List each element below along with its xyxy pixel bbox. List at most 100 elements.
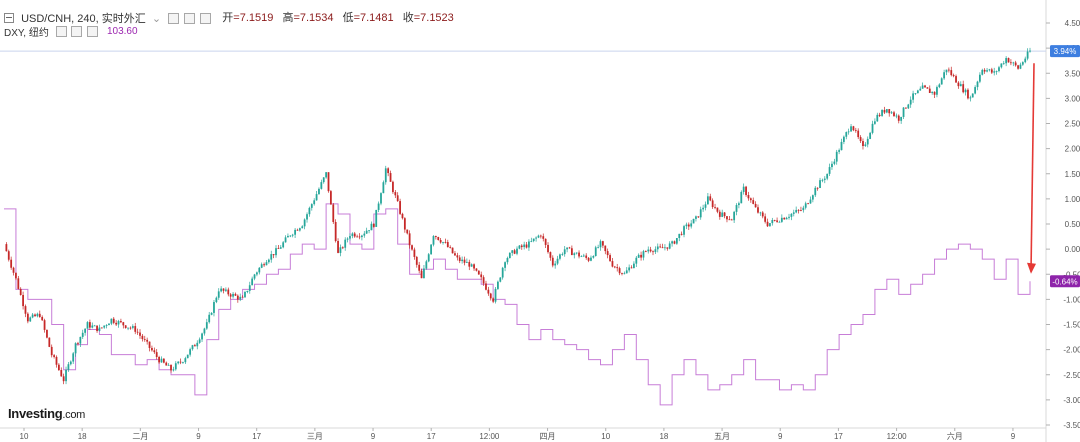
candle-body	[258, 267, 261, 273]
candle-body	[308, 207, 311, 215]
x-axis[interactable]: 10 18 二月 9 17 三月 9 17 12:00 四月 10 18 五月 9 17 12:00 六月 9	[20, 428, 1016, 441]
candle-body	[401, 213, 404, 219]
arrow-annotation	[1030, 63, 1035, 272]
candle	[489, 292, 492, 301]
candle	[637, 253, 640, 258]
candle-body	[554, 263, 557, 266]
candle-body	[971, 93, 974, 98]
candle-body	[475, 268, 478, 271]
candle	[141, 334, 144, 342]
collapse-icon[interactable]	[4, 13, 14, 24]
chevron-down-icon[interactable]: ⌄	[151, 12, 162, 25]
candle-body	[604, 245, 607, 252]
candle	[866, 136, 869, 148]
candle	[368, 230, 370, 234]
candle-body	[492, 298, 495, 302]
candle	[835, 149, 838, 165]
candle	[926, 87, 929, 89]
candle-body	[430, 244, 433, 255]
candle-body	[165, 362, 168, 366]
candle	[885, 109, 888, 114]
candle	[131, 324, 134, 330]
candle-body	[897, 115, 900, 121]
ohlc-close-label: 收	[402, 12, 414, 24]
y-tick-label: -3.00%	[1063, 396, 1080, 405]
candle	[928, 85, 931, 94]
candle	[761, 211, 764, 219]
candle	[621, 272, 623, 276]
candle-body	[349, 236, 351, 239]
candle-body	[289, 235, 292, 237]
candle	[155, 349, 158, 360]
candle	[272, 254, 275, 259]
candle	[284, 235, 287, 243]
candle	[692, 218, 695, 224]
candle	[675, 237, 678, 245]
candle	[79, 336, 82, 348]
legend-dxy[interactable]: DXY, 纽约 103.60	[4, 24, 138, 39]
candle	[122, 321, 125, 329]
candle-body	[800, 210, 802, 211]
candle	[313, 198, 316, 206]
candle-body	[823, 178, 826, 180]
candle	[764, 213, 767, 224]
candle-body	[160, 358, 163, 363]
candle	[375, 209, 378, 227]
candle	[413, 247, 416, 260]
candle-body	[43, 320, 46, 330]
candle-body	[706, 196, 709, 205]
candle-body	[802, 207, 805, 211]
candle-body	[55, 356, 58, 365]
close-icon[interactable]	[200, 12, 212, 24]
candle-body	[644, 251, 647, 252]
candle	[473, 263, 475, 271]
candle-body	[924, 85, 926, 88]
legend-usdcnh[interactable]: USD/CNH, 240, 实时外汇 ⌄ 开=7.1519 高=7.1534 低…	[4, 9, 454, 26]
candle-body	[788, 216, 790, 218]
candle	[883, 106, 886, 115]
candle-body	[193, 345, 196, 347]
candle	[721, 209, 724, 218]
candle-body	[642, 251, 645, 258]
candle-body	[563, 249, 566, 255]
settings-icon[interactable]	[184, 12, 196, 24]
candle	[334, 219, 337, 243]
candle	[46, 329, 48, 339]
candle	[702, 204, 705, 212]
candle-body	[275, 248, 277, 256]
candle	[611, 258, 614, 268]
candle	[177, 361, 180, 365]
candle	[277, 244, 280, 249]
settings-icon[interactable]	[71, 26, 83, 37]
candle	[356, 234, 359, 238]
candle-body	[127, 327, 129, 329]
candle	[358, 233, 361, 240]
candle	[876, 112, 879, 122]
investing-logo: Investing.com	[8, 406, 85, 421]
candle	[1012, 61, 1015, 67]
candle-body	[590, 257, 592, 261]
candle-body	[415, 256, 418, 265]
arrow-head-icon	[1027, 262, 1036, 274]
candle-body	[461, 259, 464, 262]
candle-body	[609, 255, 611, 262]
candle-body	[251, 278, 254, 286]
candle-body	[945, 69, 948, 73]
candle-body	[432, 236, 435, 245]
close-icon[interactable]	[87, 26, 99, 37]
candle	[370, 221, 373, 231]
candle	[120, 318, 122, 324]
candle-body	[162, 358, 165, 363]
candle	[34, 313, 36, 317]
visibility-icon[interactable]	[55, 26, 67, 37]
candle	[401, 212, 404, 220]
y-axis[interactable]: 4.50%4.00%3.50%3.00%2.50%2.00%1.50%1.00%…	[1046, 19, 1080, 430]
candle	[468, 259, 471, 271]
candle-body	[246, 290, 249, 293]
candle-body	[1012, 62, 1015, 64]
candle-body	[120, 321, 122, 323]
visibility-icon[interactable]	[168, 12, 180, 24]
candle	[475, 268, 478, 272]
candle	[740, 190, 743, 204]
candle	[950, 66, 953, 77]
